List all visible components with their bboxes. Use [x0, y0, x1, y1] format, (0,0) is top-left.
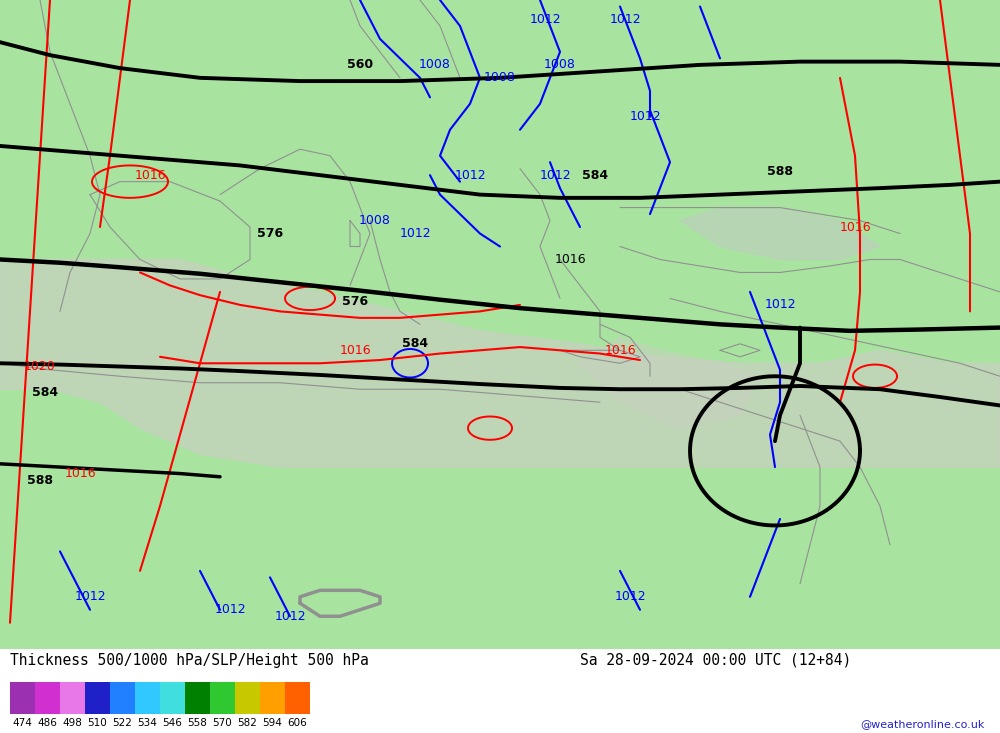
Text: 1012: 1012 — [529, 13, 561, 26]
Text: 510: 510 — [88, 718, 107, 728]
Text: 486: 486 — [38, 718, 57, 728]
Bar — [210, 682, 235, 715]
Text: @weatheronline.co.uk: @weatheronline.co.uk — [861, 719, 985, 729]
Polygon shape — [301, 682, 310, 715]
Text: 576: 576 — [342, 295, 368, 308]
Bar — [85, 682, 110, 715]
Text: 1016: 1016 — [339, 344, 371, 357]
Bar — [35, 682, 60, 715]
Polygon shape — [580, 337, 760, 428]
Polygon shape — [10, 682, 19, 715]
Text: 546: 546 — [163, 718, 182, 728]
Text: 594: 594 — [263, 718, 282, 728]
Text: 606: 606 — [288, 718, 307, 728]
Text: 584: 584 — [582, 169, 608, 182]
Text: 588: 588 — [767, 166, 793, 178]
Text: 1012: 1012 — [399, 227, 431, 240]
Text: 560: 560 — [347, 59, 373, 71]
Text: 1008: 1008 — [484, 71, 516, 84]
Text: 1020: 1020 — [24, 360, 56, 373]
Text: 1016: 1016 — [134, 169, 166, 182]
Text: 1012: 1012 — [764, 298, 796, 312]
Polygon shape — [680, 207, 880, 259]
Text: 534: 534 — [138, 718, 157, 728]
Text: 1012: 1012 — [454, 169, 486, 182]
Text: 1016: 1016 — [554, 253, 586, 266]
Text: 1016: 1016 — [839, 221, 871, 234]
Text: 570: 570 — [213, 718, 232, 728]
Text: 1008: 1008 — [544, 59, 576, 71]
Bar — [160, 682, 185, 715]
Text: 1012: 1012 — [614, 590, 646, 603]
Text: 1016: 1016 — [64, 467, 96, 480]
Text: 1012: 1012 — [274, 610, 306, 623]
Text: 584: 584 — [402, 337, 428, 350]
Text: 584: 584 — [32, 386, 58, 399]
Bar — [10, 682, 35, 715]
Text: 1016: 1016 — [604, 344, 636, 357]
Bar — [285, 682, 310, 715]
Text: Sa 28-09-2024 00:00 UTC (12+84): Sa 28-09-2024 00:00 UTC (12+84) — [580, 653, 851, 668]
Bar — [260, 682, 285, 715]
Text: 1008: 1008 — [419, 59, 451, 71]
Bar — [110, 682, 135, 715]
Text: 1008: 1008 — [359, 214, 391, 227]
Text: 1012: 1012 — [629, 110, 661, 123]
Text: 588: 588 — [27, 474, 53, 487]
Text: 498: 498 — [63, 718, 82, 728]
Bar — [235, 682, 260, 715]
Polygon shape — [0, 0, 1000, 649]
Text: Thickness 500/1000 hPa/SLP/Height 500 hPa: Thickness 500/1000 hPa/SLP/Height 500 hP… — [10, 653, 369, 668]
Text: 558: 558 — [188, 718, 207, 728]
Text: 1012: 1012 — [539, 169, 571, 182]
Text: 1012: 1012 — [609, 13, 641, 26]
Text: 1012: 1012 — [74, 590, 106, 603]
Bar — [135, 682, 160, 715]
Text: 576: 576 — [257, 227, 283, 240]
Bar — [185, 682, 210, 715]
Polygon shape — [0, 259, 1000, 467]
Text: 474: 474 — [13, 718, 32, 728]
Text: 1012: 1012 — [214, 603, 246, 616]
Bar — [60, 682, 85, 715]
Text: 522: 522 — [113, 718, 132, 728]
Text: 582: 582 — [238, 718, 257, 728]
